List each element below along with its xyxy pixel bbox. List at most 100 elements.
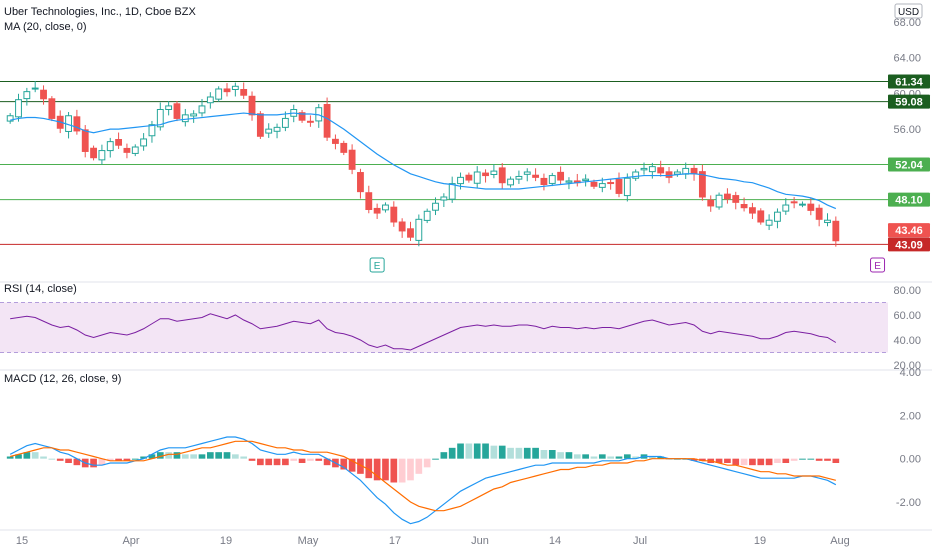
candle-body[interactable]	[715, 194, 723, 208]
macd-histogram-bar[interactable]	[398, 458, 406, 483]
macd-histogram-bar[interactable]	[140, 456, 147, 459]
candle-body[interactable]	[81, 129, 89, 152]
macd-histogram-bar[interactable]	[40, 456, 47, 459]
macd-histogram-bar[interactable]	[357, 458, 364, 474]
macd-histogram-bar[interactable]	[724, 458, 731, 463]
candle-body[interactable]	[507, 178, 514, 186]
candle-body[interactable]	[640, 167, 648, 171]
macd-histogram-bar[interactable]	[623, 454, 631, 459]
macd-histogram-bar[interactable]	[774, 458, 781, 463]
macd-histogram-bar[interactable]	[15, 454, 22, 459]
candle-body[interactable]	[523, 171, 531, 175]
candle-body[interactable]	[390, 206, 398, 223]
candle-body[interactable]	[790, 201, 798, 204]
macd-histogram-bar[interactable]	[365, 458, 373, 479]
macd-histogram-bar[interactable]	[65, 458, 72, 463]
candle-body[interactable]	[590, 181, 598, 187]
candle-body[interactable]	[15, 99, 22, 118]
candle-body[interactable]	[256, 113, 264, 137]
macd-histogram-bar[interactable]	[323, 458, 331, 466]
candle-body[interactable]	[23, 91, 31, 100]
candle-body[interactable]	[123, 147, 131, 153]
candle-body[interactable]	[31, 87, 39, 90]
candle-body[interactable]	[48, 98, 56, 119]
macd-histogram-bar[interactable]	[131, 458, 139, 460]
candle-body[interactable]	[673, 171, 681, 175]
macd-histogram-bar[interactable]	[282, 458, 289, 466]
macd-histogram-bar[interactable]	[457, 443, 464, 459]
macd-histogram-bar[interactable]	[407, 458, 414, 481]
macd-histogram-bar[interactable]	[565, 452, 573, 459]
macd-histogram-bar[interactable]	[649, 456, 656, 459]
candle-body[interactable]	[465, 174, 473, 181]
macd-histogram-bar[interactable]	[590, 456, 598, 459]
candle-body[interactable]	[774, 211, 781, 222]
candle-body[interactable]	[740, 204, 748, 209]
candle-body[interactable]	[615, 179, 623, 194]
signal-line[interactable]	[10, 440, 836, 512]
candle-body[interactable]	[807, 203, 815, 211]
macd-histogram-bar[interactable]	[573, 454, 581, 459]
candle-body[interactable]	[332, 138, 339, 144]
macd-histogram-bar[interactable]	[598, 454, 606, 459]
macd-histogram-bar[interactable]	[48, 458, 56, 460]
candle-body[interactable]	[565, 180, 573, 183]
macd-histogram-bar[interactable]	[223, 452, 231, 459]
candle-body[interactable]	[357, 172, 364, 193]
macd-histogram-bar[interactable]	[173, 452, 181, 459]
macd-histogram-bar[interactable]	[198, 454, 206, 459]
candle-body[interactable]	[598, 183, 606, 188]
macd-histogram-bar[interactable]	[782, 458, 790, 463]
candle-body[interactable]	[832, 220, 840, 242]
macd-histogram-bar[interactable]	[540, 450, 548, 459]
price-level-tag[interactable]	[888, 94, 930, 109]
candle-body[interactable]	[782, 204, 790, 212]
candle-body[interactable]	[515, 175, 523, 180]
macd-histogram-bar[interactable]	[715, 458, 723, 463]
candle-body[interactable]	[215, 88, 223, 100]
candle-body[interactable]	[423, 210, 431, 221]
candle-body[interactable]	[407, 228, 414, 238]
earnings-marker[interactable]	[369, 257, 385, 273]
macd-histogram-bar[interactable]	[498, 445, 506, 459]
candle-body[interactable]	[707, 199, 715, 207]
candle-body[interactable]	[607, 182, 615, 185]
macd-histogram-bar[interactable]	[824, 458, 831, 461]
macd-histogram-bar[interactable]	[90, 458, 97, 468]
candle-body[interactable]	[223, 88, 231, 93]
macd-histogram-bar[interactable]	[307, 458, 314, 461]
candle-body[interactable]	[106, 141, 114, 152]
candle-body[interactable]	[815, 207, 823, 220]
candle-body[interactable]	[73, 116, 81, 132]
candle-body[interactable]	[623, 177, 631, 197]
candle-body[interactable]	[298, 112, 306, 121]
price-level-tag[interactable]	[888, 223, 930, 238]
macd-histogram-bar[interactable]	[757, 458, 765, 466]
macd-histogram-bar[interactable]	[448, 447, 456, 459]
macd-histogram-bar[interactable]	[6, 456, 14, 459]
candle-body[interactable]	[698, 171, 706, 198]
macd-histogram-bar[interactable]	[165, 452, 172, 459]
candle-body[interactable]	[448, 183, 456, 200]
macd-histogram-bar[interactable]	[690, 458, 698, 461]
macd-histogram-bar[interactable]	[815, 458, 823, 461]
macd-pane[interactable]	[0, 369, 932, 525]
rsi-line[interactable]	[10, 313, 837, 351]
candle-body[interactable]	[457, 176, 464, 185]
macd-histogram-bar[interactable]	[482, 443, 489, 459]
macd-histogram-bar[interactable]	[582, 454, 589, 459]
candle-body[interactable]	[557, 171, 565, 181]
candle-body[interactable]	[6, 115, 14, 122]
candle-body[interactable]	[365, 192, 373, 210]
candle-body[interactable]	[665, 171, 673, 178]
macd-histogram-bar[interactable]	[206, 452, 214, 459]
macd-histogram-bar[interactable]	[56, 458, 64, 461]
candle-body[interactable]	[198, 105, 206, 114]
macd-histogram-bar[interactable]	[440, 452, 448, 459]
candle-body[interactable]	[273, 126, 281, 132]
macd-histogram-bar[interactable]	[348, 458, 356, 472]
candle-body[interactable]	[473, 171, 481, 184]
macd-histogram-bar[interactable]	[265, 458, 273, 466]
macd-histogram-bar[interactable]	[749, 458, 756, 466]
